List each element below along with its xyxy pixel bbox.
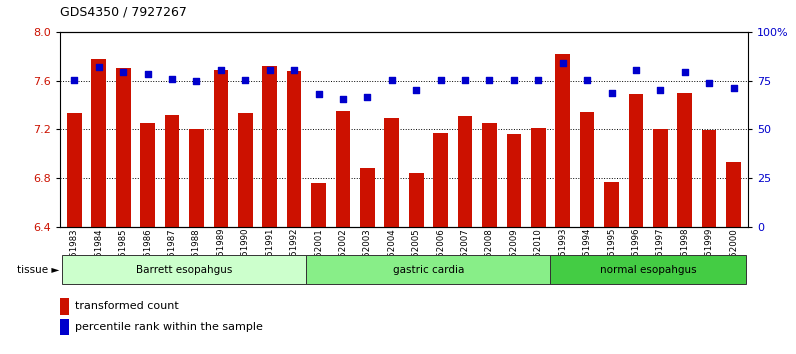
Point: [385, 77, 398, 82]
Bar: [92, 59, 106, 227]
Point: [214, 67, 227, 73]
Bar: [556, 54, 570, 227]
Bar: [458, 116, 472, 227]
Bar: [213, 70, 228, 227]
Text: percentile rank within the sample: percentile rank within the sample: [75, 322, 263, 332]
Point: [361, 94, 373, 100]
Point: [654, 87, 667, 93]
FancyBboxPatch shape: [551, 256, 746, 284]
Point: [190, 78, 203, 84]
Bar: [165, 115, 179, 227]
Bar: [360, 168, 375, 227]
Point: [166, 76, 178, 82]
Bar: [311, 183, 326, 227]
Bar: [263, 66, 277, 227]
Bar: [60, 319, 69, 335]
Point: [630, 67, 642, 73]
Text: normal esopahgus: normal esopahgus: [600, 265, 696, 275]
Bar: [60, 298, 69, 314]
Point: [605, 90, 618, 96]
Bar: [506, 134, 521, 227]
Bar: [67, 113, 82, 227]
FancyBboxPatch shape: [306, 256, 551, 284]
Text: GDS4350 / 7927267: GDS4350 / 7927267: [60, 5, 186, 18]
Bar: [579, 112, 595, 227]
Point: [435, 77, 447, 82]
Point: [263, 67, 276, 73]
Bar: [702, 130, 716, 227]
Text: gastric cardia: gastric cardia: [392, 265, 464, 275]
Point: [581, 77, 594, 82]
Bar: [653, 129, 668, 227]
Point: [117, 69, 130, 75]
Point: [287, 67, 300, 73]
Point: [410, 87, 423, 93]
Bar: [531, 128, 545, 227]
Point: [728, 85, 740, 91]
Bar: [629, 94, 643, 227]
Bar: [433, 133, 448, 227]
Point: [458, 77, 471, 82]
Point: [532, 77, 544, 82]
Bar: [287, 71, 302, 227]
Point: [337, 96, 349, 102]
Point: [239, 77, 252, 82]
Bar: [482, 123, 497, 227]
Bar: [189, 129, 204, 227]
Text: tissue ►: tissue ►: [17, 265, 59, 275]
Point: [508, 77, 521, 82]
Bar: [238, 113, 252, 227]
Point: [141, 71, 154, 76]
Point: [703, 81, 716, 86]
FancyBboxPatch shape: [62, 256, 306, 284]
Bar: [384, 118, 399, 227]
Point: [678, 69, 691, 75]
Text: transformed count: transformed count: [75, 301, 178, 311]
Bar: [116, 68, 131, 227]
Point: [312, 91, 325, 97]
Bar: [677, 93, 692, 227]
Bar: [726, 162, 741, 227]
Point: [92, 64, 105, 70]
Text: Barrett esopahgus: Barrett esopahgus: [136, 265, 232, 275]
Point: [68, 77, 80, 82]
Bar: [140, 123, 155, 227]
Bar: [409, 173, 423, 227]
Bar: [336, 111, 350, 227]
Point: [556, 60, 569, 66]
Bar: [604, 182, 618, 227]
Point: [483, 77, 496, 82]
